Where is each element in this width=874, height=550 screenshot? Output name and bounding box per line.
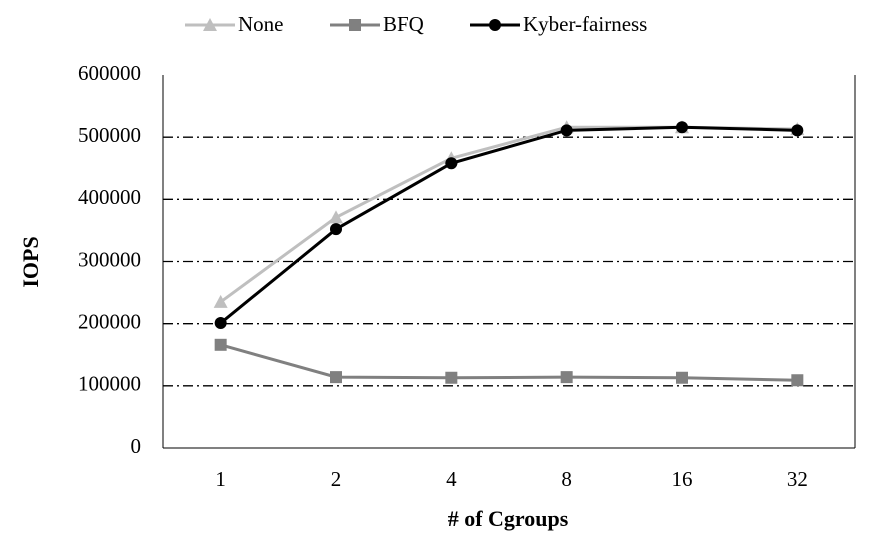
data-point bbox=[214, 317, 227, 330]
x-axis-title: # of Cgroups bbox=[448, 506, 569, 531]
y-tick-label: 500000 bbox=[78, 123, 141, 147]
legend-label: Kyber-fairness bbox=[523, 12, 647, 36]
legend-marker bbox=[203, 18, 217, 31]
x-tick-label: 2 bbox=[331, 467, 342, 491]
series-line bbox=[219, 125, 798, 304]
y-tick-label: 600000 bbox=[78, 61, 141, 85]
data-point bbox=[214, 338, 227, 351]
data-point bbox=[791, 124, 804, 137]
y-tick-label: 300000 bbox=[78, 247, 141, 271]
series-line bbox=[220, 343, 798, 382]
x-tick-label: 16 bbox=[672, 467, 693, 491]
y-tick-label: 0 bbox=[131, 434, 142, 458]
data-point bbox=[330, 371, 342, 384]
legend-label: BFQ bbox=[383, 12, 424, 36]
x-tick-label: 32 bbox=[787, 467, 808, 491]
data-point bbox=[676, 121, 688, 134]
x-tick-label: 1 bbox=[215, 467, 226, 491]
legend-label: None bbox=[238, 12, 284, 36]
data-point bbox=[329, 210, 343, 224]
series-line bbox=[219, 125, 798, 325]
data-point bbox=[213, 294, 228, 308]
y-tick-label: 100000 bbox=[78, 372, 141, 396]
data-point bbox=[330, 223, 342, 236]
y-axis-title: IOPS bbox=[18, 236, 43, 287]
y-tick-label: 400000 bbox=[78, 185, 141, 209]
data-point bbox=[445, 157, 458, 170]
data-point bbox=[560, 124, 573, 137]
data-point bbox=[445, 371, 458, 384]
legend-marker bbox=[489, 19, 501, 31]
x-tick-label: 8 bbox=[561, 467, 572, 491]
data-point bbox=[676, 371, 688, 384]
x-tick-label: 4 bbox=[446, 467, 457, 491]
legend-marker bbox=[349, 19, 361, 31]
y-tick-label: 200000 bbox=[78, 309, 141, 333]
data-point bbox=[560, 371, 573, 384]
data-point bbox=[791, 374, 804, 387]
